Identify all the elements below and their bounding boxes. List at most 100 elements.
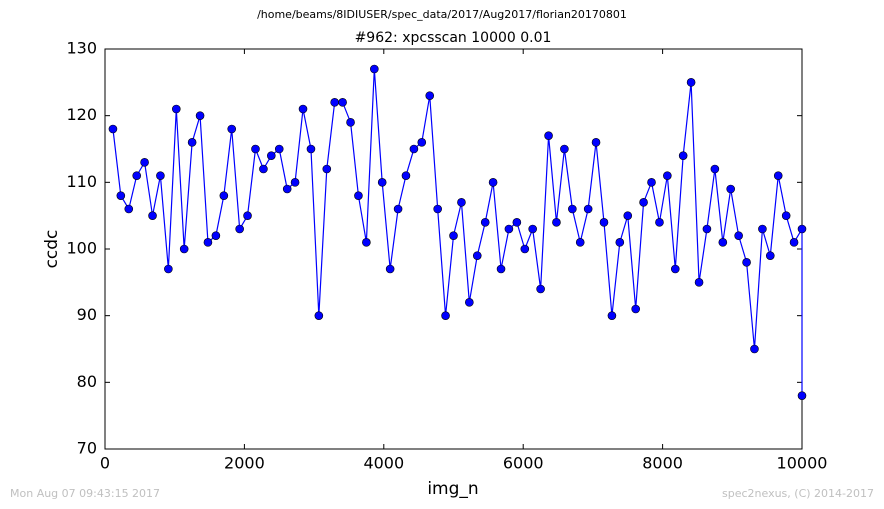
- y-tick-label: 80: [77, 372, 97, 391]
- point: [425, 91, 435, 100]
- point: [488, 178, 498, 187]
- point: [789, 238, 799, 247]
- point: [330, 98, 339, 107]
- point: [599, 218, 609, 227]
- point: [750, 344, 759, 354]
- x-tick-label: 2000: [224, 454, 265, 473]
- point: [195, 111, 205, 120]
- point: [615, 238, 625, 247]
- point: [306, 144, 316, 154]
- x-tick-label: 10000: [777, 454, 828, 473]
- footer-left: Mon Aug 07 09:43:15 2017: [10, 487, 160, 500]
- point: [797, 391, 807, 400]
- point: [338, 98, 347, 107]
- footer-right: spec2nexus, (C) 2014-2017: [722, 487, 874, 500]
- x-tick-label: 6000: [503, 454, 544, 473]
- point: [417, 138, 427, 147]
- point: [140, 158, 149, 167]
- point: [496, 264, 506, 274]
- point: [742, 258, 751, 267]
- point: [441, 311, 450, 320]
- point: [583, 204, 593, 214]
- point: [663, 171, 672, 180]
- point: [393, 204, 403, 214]
- point: [449, 231, 458, 240]
- point: [362, 238, 371, 247]
- point: [512, 218, 522, 227]
- point: [520, 244, 530, 254]
- x-tick-label: 4000: [363, 454, 404, 473]
- point: [607, 311, 617, 320]
- point: [211, 231, 221, 240]
- point: [385, 264, 395, 274]
- point: [560, 144, 569, 154]
- point: [797, 224, 807, 234]
- point: [156, 171, 165, 180]
- point: [132, 171, 142, 180]
- point: [164, 264, 173, 274]
- point: [710, 164, 720, 174]
- point: [346, 118, 355, 127]
- y-tick-label: 70: [77, 439, 97, 458]
- y-axis-label: ccdc: [42, 230, 62, 269]
- point: [148, 211, 157, 220]
- point: [480, 218, 490, 227]
- point: [314, 311, 324, 320]
- point: [179, 244, 189, 254]
- point: [568, 204, 577, 214]
- point: [536, 284, 545, 294]
- point: [544, 131, 553, 140]
- point: [758, 224, 767, 234]
- point: [647, 178, 656, 187]
- point: [290, 178, 300, 187]
- point: [702, 224, 712, 234]
- x-tick-label: 8000: [642, 454, 683, 473]
- point: [639, 198, 648, 207]
- point: [401, 171, 411, 180]
- y-tick-label: 90: [77, 305, 97, 324]
- y-tick-label: 130: [66, 39, 97, 58]
- x-tick-label: 0: [100, 454, 110, 473]
- point: [686, 78, 696, 87]
- point: [552, 218, 561, 227]
- x-axis-label: img_n: [427, 479, 478, 499]
- point: [734, 231, 743, 240]
- point: [765, 251, 775, 260]
- point: [203, 238, 213, 247]
- point: [504, 224, 514, 234]
- suptitle: /home/beams/8IDIUSER/spec_data/2017/Aug2…: [257, 8, 627, 21]
- point: [591, 138, 601, 147]
- y-tick-label: 110: [66, 172, 97, 191]
- point: [116, 191, 126, 200]
- point: [267, 151, 276, 160]
- point: [409, 144, 419, 154]
- point: [694, 278, 704, 287]
- point: [781, 211, 791, 220]
- point: [187, 138, 197, 147]
- point: [377, 178, 387, 187]
- point: [472, 251, 482, 260]
- point: [575, 238, 585, 247]
- point: [124, 204, 134, 214]
- y-tick-label: 120: [66, 105, 97, 124]
- point: [172, 104, 181, 114]
- point: [219, 191, 229, 200]
- point: [274, 144, 284, 154]
- point: [457, 198, 466, 207]
- point: [282, 184, 292, 194]
- point: [354, 191, 363, 200]
- point: [433, 204, 442, 214]
- point: [655, 218, 664, 227]
- point: [726, 184, 735, 194]
- point: [528, 224, 537, 234]
- point: [322, 164, 332, 174]
- point: [370, 64, 379, 74]
- chart-title: #962: xpcsscan 10000 0.01: [355, 30, 552, 46]
- point: [251, 144, 260, 154]
- point: [259, 164, 268, 174]
- point: [631, 304, 640, 314]
- point: [243, 211, 252, 220]
- point: [298, 104, 308, 114]
- point: [678, 151, 688, 160]
